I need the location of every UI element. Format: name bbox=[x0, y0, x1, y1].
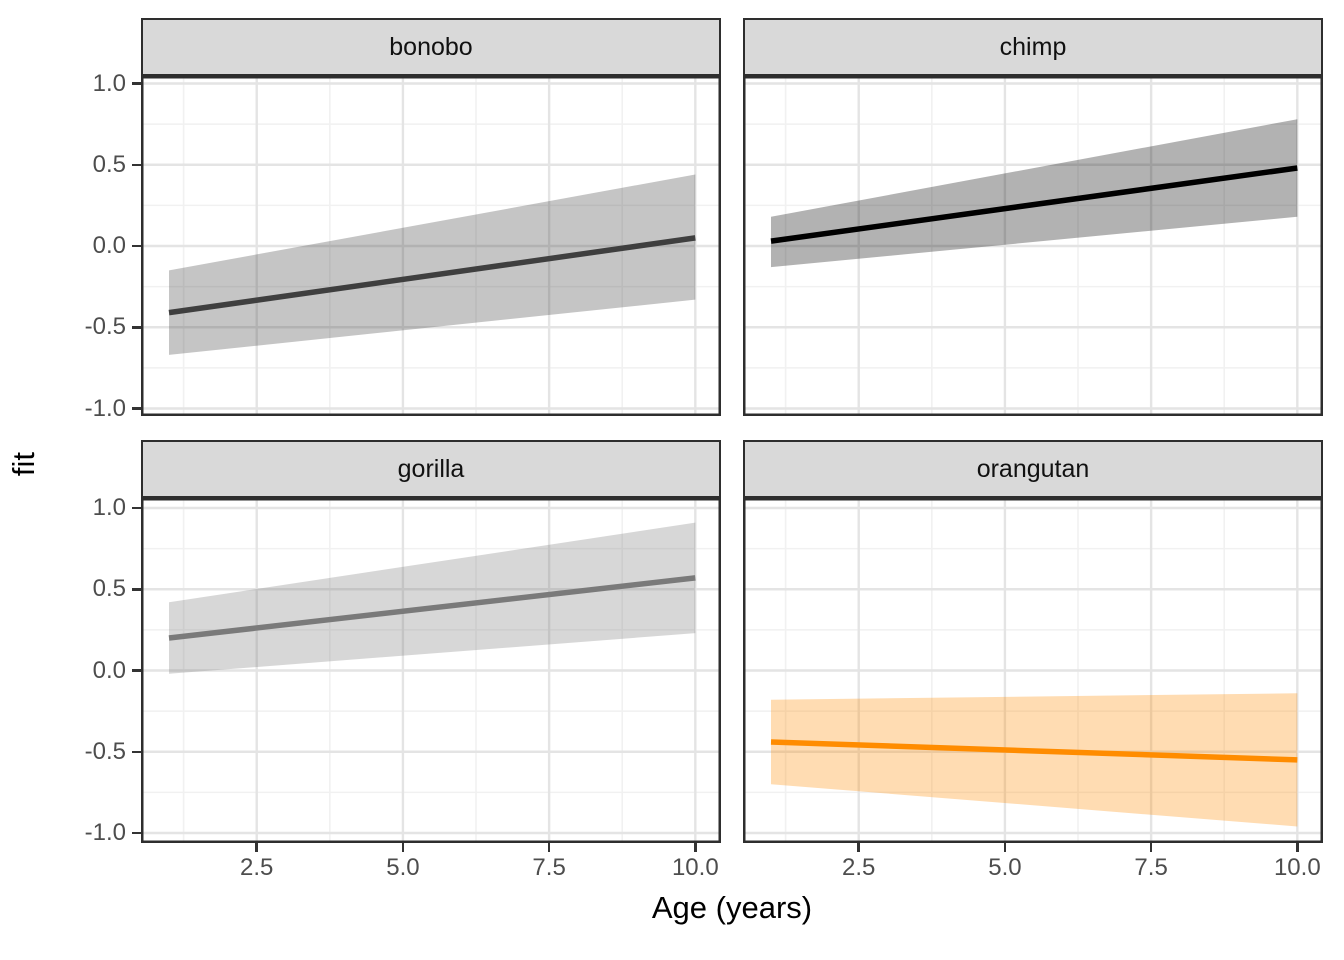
y-tick-mark bbox=[132, 163, 141, 166]
facet-strip-orangutan: orangutan bbox=[743, 440, 1323, 498]
x-tick-mark bbox=[255, 843, 258, 852]
y-tick-label: -0.5 bbox=[84, 737, 126, 765]
facet-strip-bonobo: bonobo bbox=[141, 18, 721, 76]
y-tick-label: 0.5 bbox=[92, 575, 126, 603]
facet-panel-orangutan bbox=[743, 498, 1323, 843]
facet-strip-gorilla: gorilla bbox=[141, 440, 721, 498]
y-tick-mark bbox=[132, 506, 141, 510]
x-tick-label: 7.5 bbox=[532, 854, 566, 881]
x-tick-mark bbox=[1296, 843, 1299, 852]
y-tick-label: -1.0 bbox=[84, 819, 126, 846]
fit-line bbox=[770, 739, 1298, 763]
panel-border bbox=[743, 498, 1323, 843]
x-tick-label: 10.0 bbox=[671, 854, 719, 881]
y-tick-mark bbox=[132, 831, 141, 835]
x-axis-title: Age (years) bbox=[651, 890, 813, 925]
confidence-ribbon bbox=[771, 119, 1298, 268]
y-tick-label: 1.0 bbox=[92, 69, 126, 97]
y-tick-mark bbox=[132, 244, 141, 248]
x-tick-label: 2.5 bbox=[842, 854, 876, 881]
facet-strip-label: orangutan bbox=[976, 454, 1090, 483]
y-tick-mark bbox=[132, 588, 141, 591]
facet-panel-bonobo bbox=[141, 76, 721, 416]
x-tick-label: 5.0 bbox=[386, 854, 420, 881]
confidence-ribbon bbox=[169, 522, 696, 674]
confidence-ribbon bbox=[169, 174, 696, 355]
y-tick-label: -1.0 bbox=[84, 394, 126, 422]
y-tick-label: 0.0 bbox=[92, 232, 126, 259]
x-tick-mark bbox=[1149, 843, 1153, 852]
facet-strip-label: bonobo bbox=[389, 32, 473, 61]
fit-line bbox=[770, 165, 1298, 244]
x-tick-mark bbox=[547, 843, 551, 852]
y-tick-mark bbox=[132, 407, 141, 410]
x-tick-label: 10.0 bbox=[1273, 854, 1321, 881]
confidence-ribbon bbox=[771, 693, 1298, 827]
facet-strip-label: gorilla bbox=[397, 454, 465, 483]
facet-strip-label: chimp bbox=[999, 32, 1067, 61]
x-tick-mark bbox=[857, 843, 860, 852]
panel-border bbox=[141, 76, 721, 416]
fit-line bbox=[168, 575, 696, 641]
y-tick-label: -0.5 bbox=[84, 313, 126, 341]
y-axis-title: fit bbox=[6, 451, 41, 477]
y-tick-mark bbox=[132, 82, 141, 85]
facet-panel-chimp bbox=[743, 76, 1323, 416]
y-tick-mark bbox=[132, 750, 141, 753]
x-tick-mark bbox=[401, 843, 405, 852]
panel-border bbox=[141, 498, 721, 843]
fit-line bbox=[168, 235, 696, 316]
y-tick-mark bbox=[132, 326, 141, 329]
y-tick-label: 0.5 bbox=[92, 150, 126, 178]
x-tick-label: 2.5 bbox=[240, 854, 274, 881]
x-tick-label: 5.0 bbox=[988, 854, 1022, 881]
x-tick-mark bbox=[1003, 843, 1007, 852]
x-tick-mark bbox=[694, 843, 697, 852]
facet-strip-chimp: chimp bbox=[743, 18, 1323, 76]
facet-panel-gorilla bbox=[141, 498, 721, 843]
y-tick-mark bbox=[132, 669, 141, 672]
y-tick-label: 1.0 bbox=[92, 494, 126, 521]
x-tick-label: 7.5 bbox=[1134, 854, 1168, 881]
panel-border bbox=[743, 76, 1323, 416]
y-tick-label: 0.0 bbox=[92, 656, 126, 684]
